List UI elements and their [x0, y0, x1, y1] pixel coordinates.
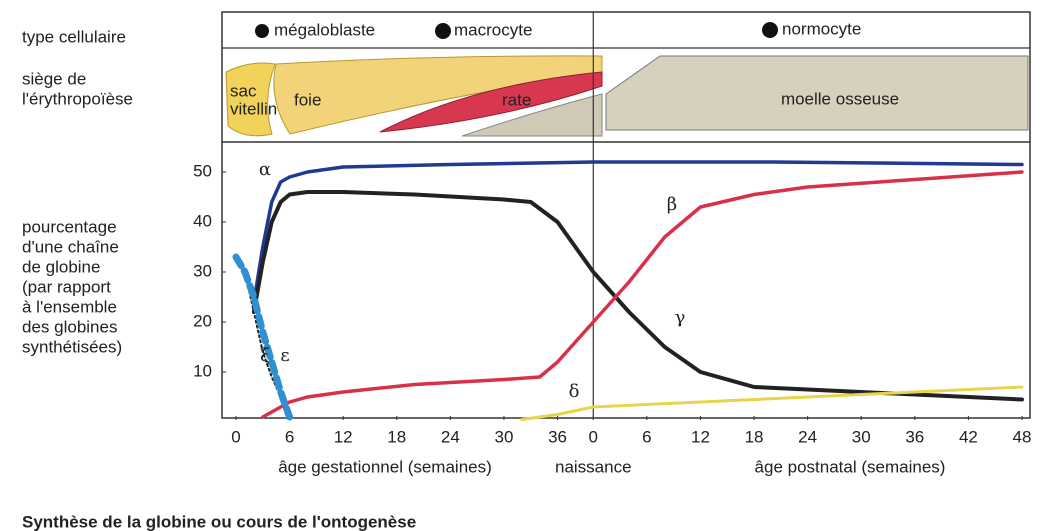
site-label: sac: [230, 81, 257, 100]
y-tick-label: 50: [193, 161, 212, 180]
x-tick-label: 12: [691, 427, 710, 446]
x-tick-label: 0: [589, 427, 598, 446]
cell-icon: [255, 24, 269, 38]
y-tick-label: 20: [193, 311, 212, 330]
cell-type: macrocyte: [454, 20, 532, 39]
series-label: δ: [569, 381, 580, 402]
cell-icon: [435, 23, 451, 39]
series-label: β: [667, 194, 677, 215]
x-tick-label: 42: [959, 427, 978, 446]
x-tick-label: 6: [285, 427, 294, 446]
x-tick-label: 6: [642, 427, 651, 446]
series-line: [254, 192, 1022, 400]
row-label: type cellulaire: [22, 27, 126, 46]
y-axis-label: de globine: [22, 257, 100, 276]
x-tick-label: 0: [231, 427, 240, 446]
x-tick-label: 18: [387, 427, 406, 446]
x-axis-label: âge gestationnel (semaines): [278, 457, 492, 476]
caption: Synthèse de la globine ou cours de l'ont…: [22, 512, 416, 531]
row-label: l'érythropoïèse: [22, 89, 133, 108]
cell-type: normocyte: [782, 19, 861, 38]
y-axis-label: des globines: [22, 317, 117, 336]
x-axis-label: âge postnatal (semaines): [755, 457, 946, 476]
y-tick-label: 30: [193, 261, 212, 280]
site-label: rate: [502, 90, 531, 109]
x-tick-label: 18: [745, 427, 764, 446]
site-label: vitellin: [230, 99, 277, 118]
y-axis-label: d'une chaîne: [22, 237, 119, 256]
x-tick-label: 30: [494, 427, 513, 446]
x-tick-label: 12: [334, 427, 353, 446]
cell-type: mégaloblaste: [274, 20, 375, 39]
y-axis-label: à l'ensemble: [22, 297, 117, 316]
series-line: [254, 162, 1022, 302]
x-tick-label: 48: [1013, 427, 1032, 446]
series-label: α: [259, 159, 271, 180]
series-line: [236, 257, 290, 417]
x-tick-label: 36: [905, 427, 924, 446]
annotation: naissance: [555, 457, 632, 476]
y-axis-label: synthétisées): [22, 337, 122, 356]
x-tick-label: 30: [852, 427, 871, 446]
y-tick-label: 10: [193, 361, 212, 380]
series-label: γ: [675, 307, 686, 328]
series-line: [522, 387, 1022, 420]
y-axis-label: pourcentage: [22, 217, 117, 236]
series-line: [263, 172, 1022, 417]
series-label: ξ: [260, 345, 270, 366]
y-axis-label: (par rapport: [22, 277, 111, 296]
x-tick-label: 24: [798, 427, 817, 446]
x-tick-label: 24: [441, 427, 460, 446]
site-label: foie: [294, 90, 321, 109]
x-tick-label: 36: [548, 427, 567, 446]
row-label: siège de: [22, 69, 86, 88]
figure: type cellulaire siège de l'érythropoïèse…: [0, 0, 1049, 531]
cell-icon: [762, 22, 778, 38]
series-label: ε: [280, 345, 289, 366]
site-label: moelle osseuse: [781, 89, 899, 108]
y-tick-label: 40: [193, 211, 212, 230]
